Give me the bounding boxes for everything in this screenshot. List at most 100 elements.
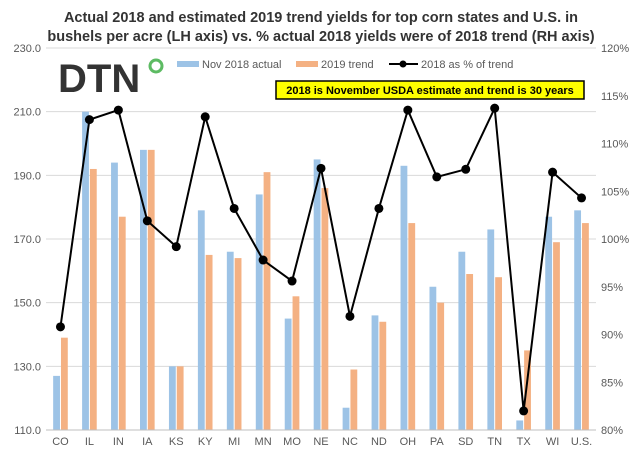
left-axis-tick-label: 230.0 xyxy=(13,43,41,55)
line-marker xyxy=(258,255,268,265)
x-axis-tick-label: NE xyxy=(313,436,328,448)
bar-nov-2018-actual xyxy=(313,159,321,430)
line-marker xyxy=(345,311,355,321)
dtn-logo-ring-icon xyxy=(148,58,164,74)
line-marker xyxy=(577,193,587,203)
right-axis-tick-label: 110% xyxy=(601,139,629,151)
right-axis-tick-label: 95% xyxy=(601,282,623,294)
bar-2019-trend xyxy=(466,274,474,430)
line-marker xyxy=(287,276,297,286)
x-axis-tick-label: MI xyxy=(228,436,240,448)
bar-2019-trend xyxy=(582,223,589,430)
bar-2019-trend xyxy=(553,242,560,430)
x-axis-tick-label: U.S. xyxy=(571,436,592,448)
annotation-text: 2018 is November USDA estimate and trend… xyxy=(286,85,574,97)
left-axis-tick-label: 170.0 xyxy=(13,234,41,246)
line-marker xyxy=(548,167,558,177)
x-axis-tick-label: ND xyxy=(371,436,387,448)
legend-marker-swatch xyxy=(399,60,407,68)
right-axis-tick-label: 90% xyxy=(601,330,623,342)
bar-nov-2018-actual xyxy=(82,111,89,431)
x-axis-tick-label: OH xyxy=(400,436,417,448)
right-axis-tick-label: 120% xyxy=(601,43,629,55)
bar-nov-2018-actual xyxy=(255,194,263,430)
bar-nov-2018-actual xyxy=(400,165,408,431)
annotation-background xyxy=(275,80,585,100)
right-axis-tick-label: 100% xyxy=(601,234,629,246)
right-axis-tick-label: 80% xyxy=(601,425,623,437)
line-marker xyxy=(461,164,471,174)
bar-2019-trend xyxy=(176,366,184,430)
bar-nov-2018-actual xyxy=(516,420,524,430)
line-marker xyxy=(55,322,65,332)
right-axis-tick-label: 115% xyxy=(601,91,629,103)
left-axis-tick-label: 110.0 xyxy=(14,425,41,437)
bar-nov-2018-actual xyxy=(168,366,176,430)
bar-2019-trend xyxy=(118,216,126,430)
x-axis-tick-label: KY xyxy=(198,436,213,448)
axes: 110.0 130.0 150.0 170.0 190.0 210.0 230.0 80% 85… xyxy=(13,43,629,448)
bar-nov-2018-actual xyxy=(197,210,205,430)
bar-nov-2018-actual xyxy=(545,216,553,430)
bar-nov-2018-actual xyxy=(111,162,118,430)
legend-swatch-2019-trend xyxy=(296,61,318,67)
bar-2019-trend xyxy=(292,296,300,430)
bar-2019-trend xyxy=(205,254,213,430)
x-axis-tick-label: CO xyxy=(52,436,69,448)
line-marker xyxy=(229,203,239,213)
bar-nov-2018-actual xyxy=(53,375,60,430)
bar-nov-2018-actual xyxy=(487,229,495,430)
left-axis-tick-label: 130.0 xyxy=(13,361,41,373)
left-axis-tick-label: 210.0 xyxy=(13,107,41,119)
line-marker xyxy=(432,172,442,182)
bar-2019-trend xyxy=(89,168,97,430)
right-axis-tick-label: 105% xyxy=(601,186,629,198)
legend-label-nov-2018-actual: Nov 2018 actual xyxy=(202,59,282,71)
annotation-box: 2018 is November USDA estimate and trend… xyxy=(275,80,585,100)
bar-nov-2018-actual xyxy=(226,251,234,430)
x-axis-tick-label: KS xyxy=(169,436,184,448)
bar-nov-2018-actual xyxy=(574,210,582,430)
x-axis-tick-label: PA xyxy=(430,436,445,448)
x-axis-tick-label: SD xyxy=(458,436,473,448)
x-axis-tick-label: IL xyxy=(85,436,94,448)
line-marker xyxy=(84,115,94,125)
x-axis-tick-label: WI xyxy=(546,436,559,448)
left-axis-tick-label: 190.0 xyxy=(13,170,41,182)
legend-label-2019-trend: 2019 trend xyxy=(321,59,374,71)
bar-nov-2018-actual xyxy=(371,315,379,430)
x-axis-tick-label: NC xyxy=(342,436,358,448)
line-2018-pct-of-trend xyxy=(59,104,583,412)
x-axis-tick-label: MN xyxy=(255,436,272,448)
x-axis-tick-label: IN xyxy=(113,436,124,448)
chart-title-line-1: Actual 2018 and estimated 2019 trend yie… xyxy=(64,10,578,26)
gridlines xyxy=(46,47,596,431)
line-marker xyxy=(490,103,500,113)
bar-2019-trend xyxy=(379,321,387,430)
line-marker xyxy=(113,105,123,115)
x-axis-tick-label: IA xyxy=(142,436,153,448)
dtn-logo: DTN xyxy=(58,57,164,101)
chart-title-line-2: bushels per acre (LH axis) vs. % actual … xyxy=(47,29,594,45)
x-axis-tick-label: TN xyxy=(487,436,502,448)
bar-2019-trend xyxy=(321,188,329,430)
line-marker xyxy=(171,242,181,252)
bar-2019-trend xyxy=(147,149,155,430)
bar-nov-2018-actual xyxy=(140,149,147,430)
line-marker xyxy=(316,163,326,173)
bar-nov-2018-actual xyxy=(458,251,466,430)
line-marker xyxy=(142,216,152,226)
line-marker xyxy=(374,203,384,213)
bar-2019-trend xyxy=(60,337,68,430)
line-marker xyxy=(519,406,529,416)
bar-2019-trend xyxy=(437,302,445,430)
line-series xyxy=(55,103,587,416)
bar-series xyxy=(53,111,589,431)
legend: Nov 2018 actual 2019 trend 2018 as % of … xyxy=(177,59,513,71)
bar-2019-trend xyxy=(495,277,502,430)
x-axis-tick-label: TX xyxy=(517,436,532,448)
dtn-logo-text: DTN xyxy=(58,57,140,101)
bar-2019-trend xyxy=(408,223,416,430)
